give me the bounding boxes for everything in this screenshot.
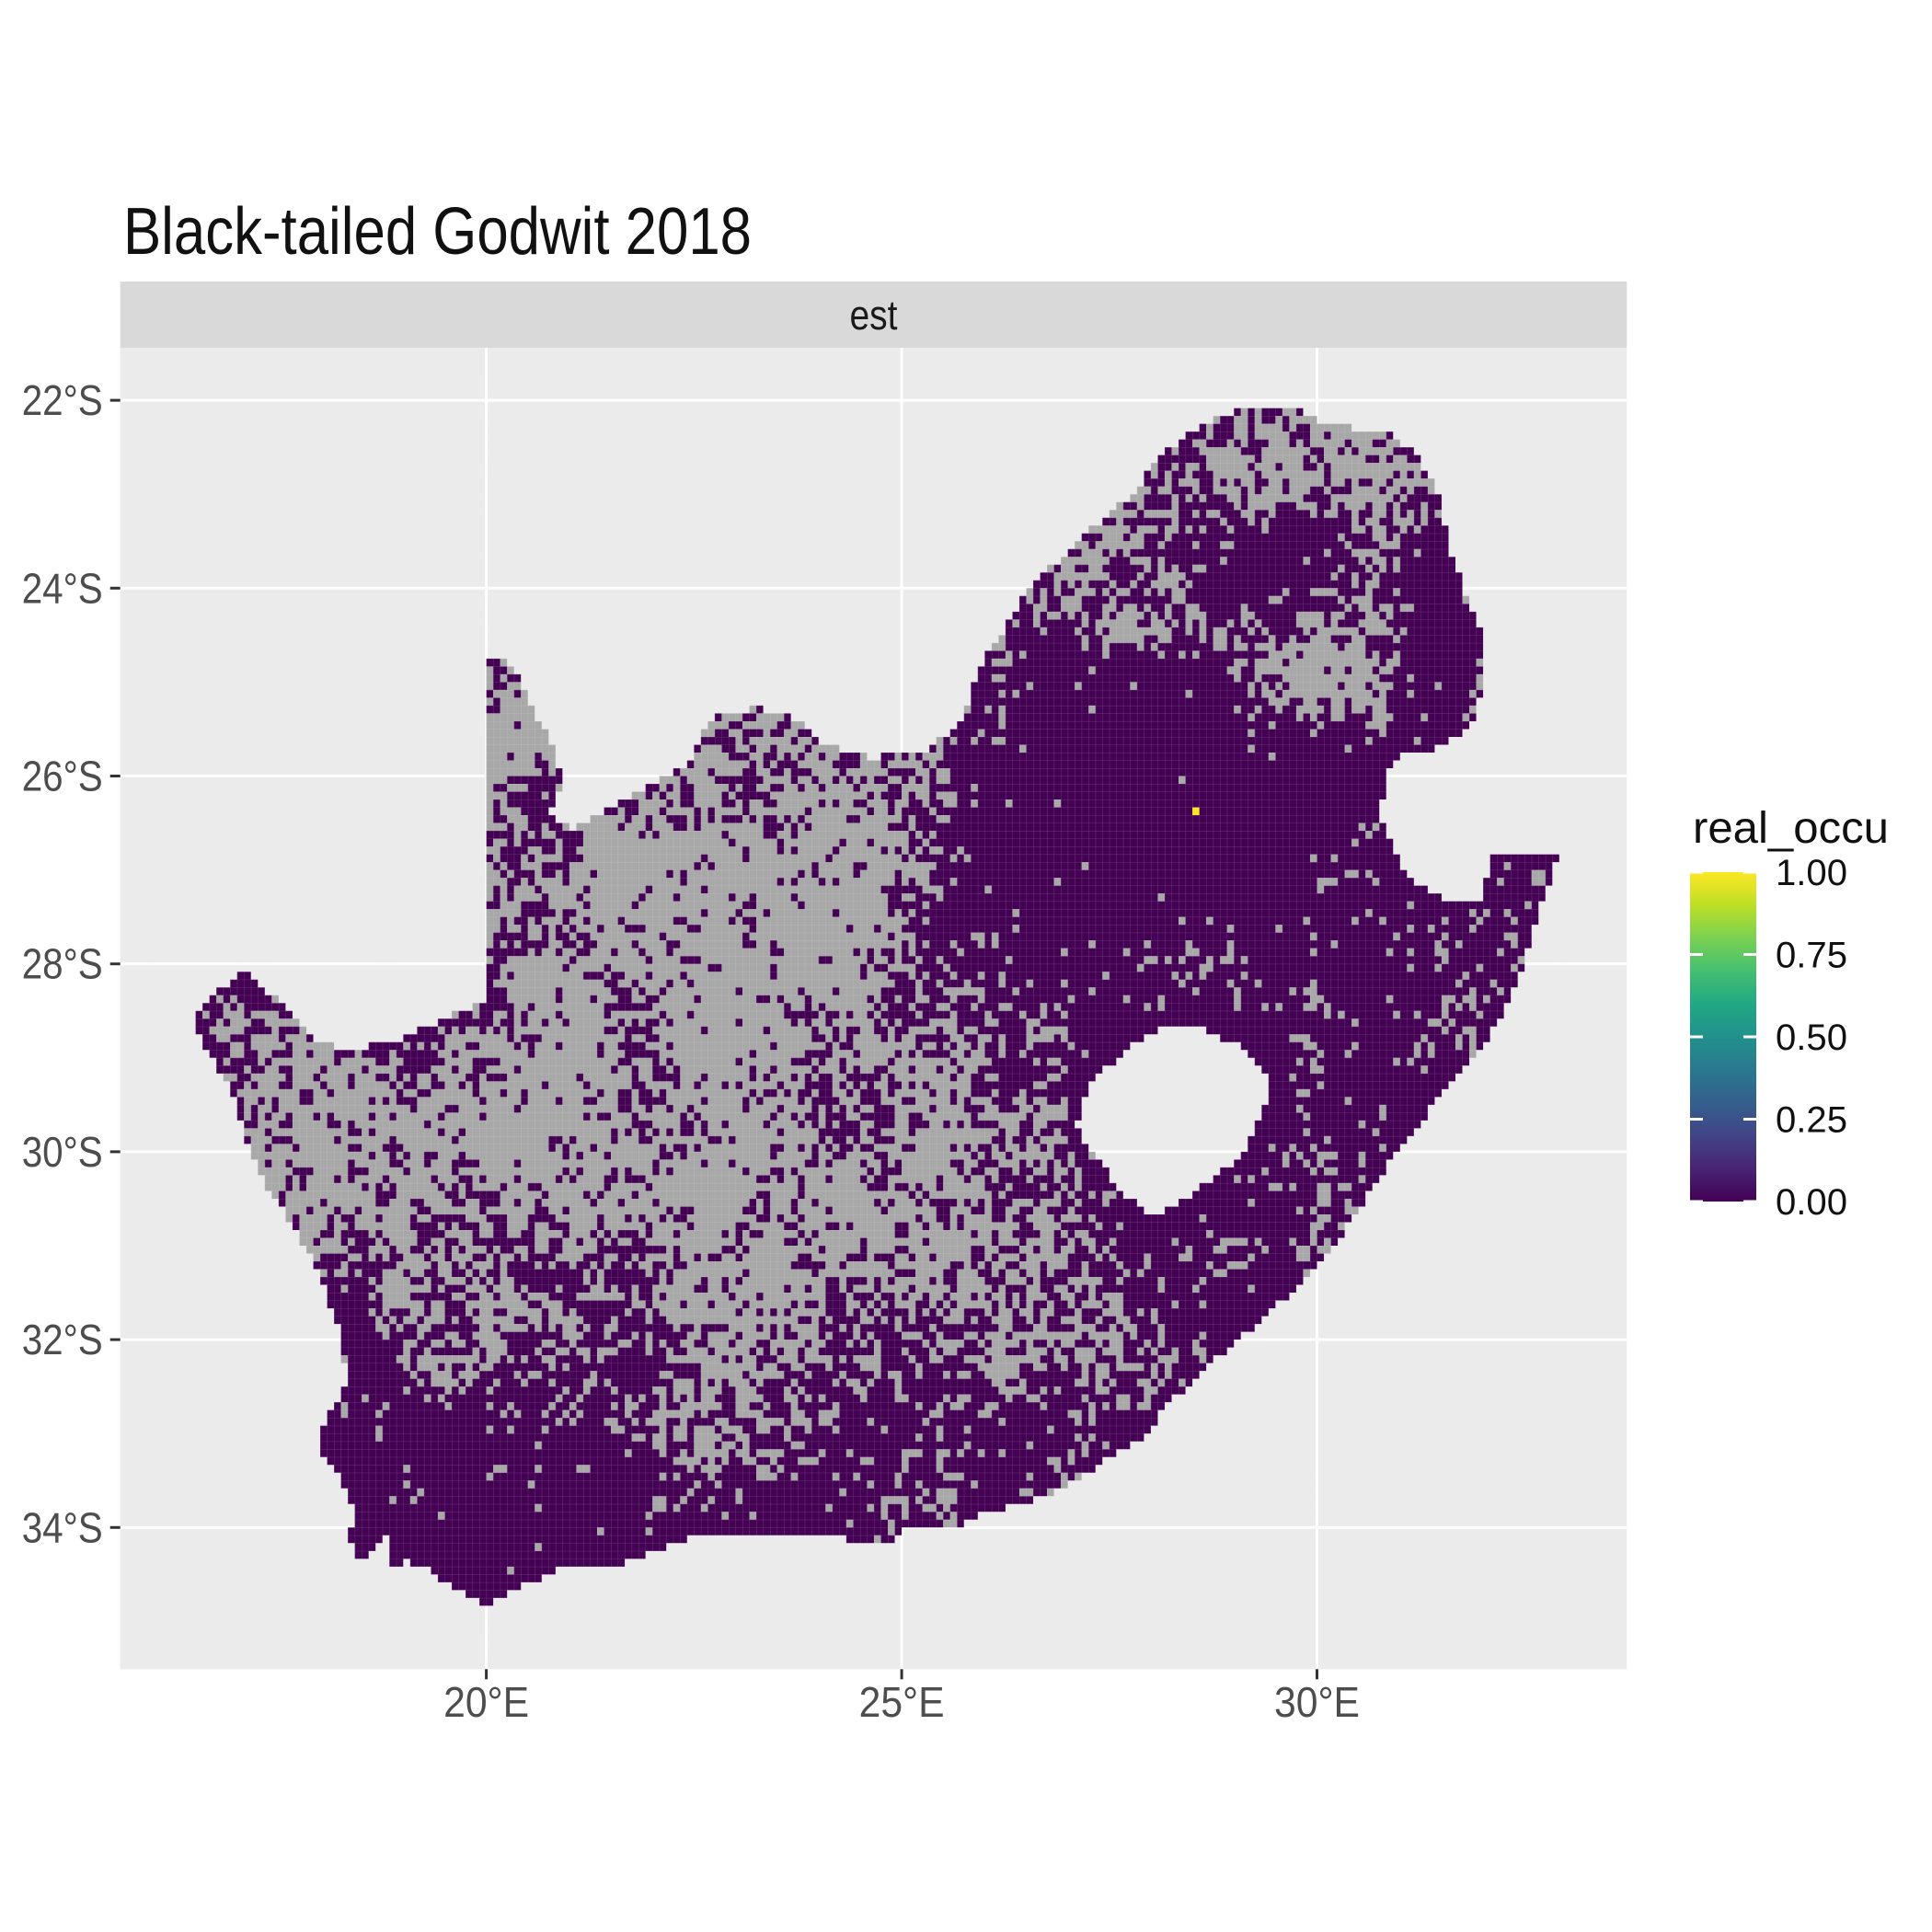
svg-text:28°S: 28°S [22,940,103,988]
svg-text:22°S: 22°S [22,376,103,424]
svg-text:0.50: 0.50 [1776,1018,1847,1058]
svg-text:0.25: 0.25 [1776,1100,1847,1141]
svg-text:20°E: 20°E [443,1678,529,1726]
svg-text:25°E: 25°E [859,1678,945,1726]
svg-text:26°S: 26°S [22,753,103,800]
svg-text:0.75: 0.75 [1776,936,1847,976]
svg-text:Black-tailed Godwit 2018: Black-tailed Godwit 2018 [123,195,752,269]
svg-text:1.00: 1.00 [1776,853,1847,893]
svg-text:real_occu: real_occu [1693,804,1889,853]
svg-text:30°S: 30°S [22,1128,103,1176]
svg-text:34°S: 34°S [22,1503,103,1551]
svg-text:est: est [850,292,898,339]
svg-text:30°E: 30°E [1274,1678,1360,1726]
svg-text:32°S: 32°S [22,1316,103,1363]
svg-text:0.00: 0.00 [1776,1182,1847,1223]
svg-text:24°S: 24°S [22,564,103,612]
